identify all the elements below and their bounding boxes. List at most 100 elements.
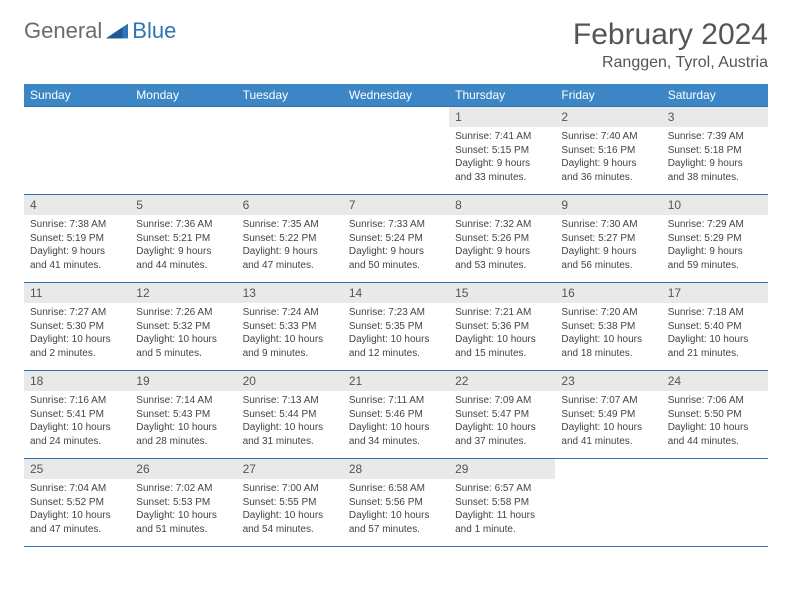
day-details: Sunrise: 7:38 AMSunset: 5:19 PMDaylight:… <box>24 215 130 275</box>
day-details: Sunrise: 7:29 AMSunset: 5:29 PMDaylight:… <box>662 215 768 275</box>
day-cell: 13Sunrise: 7:24 AMSunset: 5:33 PMDayligh… <box>237 283 343 371</box>
day-details: Sunrise: 7:36 AMSunset: 5:21 PMDaylight:… <box>130 215 236 275</box>
day-number: 18 <box>24 371 130 391</box>
day-number: 17 <box>662 283 768 303</box>
day-cell <box>237 107 343 195</box>
day-number: 27 <box>237 459 343 479</box>
day-details: Sunrise: 7:07 AMSunset: 5:49 PMDaylight:… <box>555 391 661 451</box>
day-details: Sunrise: 7:35 AMSunset: 5:22 PMDaylight:… <box>237 215 343 275</box>
day-number: 20 <box>237 371 343 391</box>
day-details: Sunrise: 7:32 AMSunset: 5:26 PMDaylight:… <box>449 215 555 275</box>
week-row: 18Sunrise: 7:16 AMSunset: 5:41 PMDayligh… <box>24 371 768 459</box>
day-details: Sunrise: 7:16 AMSunset: 5:41 PMDaylight:… <box>24 391 130 451</box>
day-cell <box>130 107 236 195</box>
day-number: 25 <box>24 459 130 479</box>
day-details: Sunrise: 7:40 AMSunset: 5:16 PMDaylight:… <box>555 127 661 187</box>
day-details: Sunrise: 7:06 AMSunset: 5:50 PMDaylight:… <box>662 391 768 451</box>
day-number: 29 <box>449 459 555 479</box>
day-cell: 14Sunrise: 7:23 AMSunset: 5:35 PMDayligh… <box>343 283 449 371</box>
week-row: 4Sunrise: 7:38 AMSunset: 5:19 PMDaylight… <box>24 195 768 283</box>
day-cell <box>555 459 661 547</box>
day-header-thursday: Thursday <box>449 84 555 107</box>
day-number: 26 <box>130 459 236 479</box>
day-number: 23 <box>555 371 661 391</box>
day-details: Sunrise: 7:26 AMSunset: 5:32 PMDaylight:… <box>130 303 236 363</box>
day-cell: 24Sunrise: 7:06 AMSunset: 5:50 PMDayligh… <box>662 371 768 459</box>
day-number: 22 <box>449 371 555 391</box>
day-number: 21 <box>343 371 449 391</box>
day-number: 15 <box>449 283 555 303</box>
location: Ranggen, Tyrol, Austria <box>573 54 768 72</box>
day-number: 24 <box>662 371 768 391</box>
week-row: 11Sunrise: 7:27 AMSunset: 5:30 PMDayligh… <box>24 283 768 371</box>
day-cell: 17Sunrise: 7:18 AMSunset: 5:40 PMDayligh… <box>662 283 768 371</box>
day-number: 3 <box>662 107 768 127</box>
day-details: Sunrise: 6:57 AMSunset: 5:58 PMDaylight:… <box>449 479 555 539</box>
day-number: 16 <box>555 283 661 303</box>
day-header-saturday: Saturday <box>662 84 768 107</box>
day-details: Sunrise: 7:09 AMSunset: 5:47 PMDaylight:… <box>449 391 555 451</box>
day-details: Sunrise: 7:14 AMSunset: 5:43 PMDaylight:… <box>130 391 236 451</box>
day-number: 1 <box>449 107 555 127</box>
day-number: 11 <box>24 283 130 303</box>
month-title: February 2024 <box>573 18 768 52</box>
day-cell: 16Sunrise: 7:20 AMSunset: 5:38 PMDayligh… <box>555 283 661 371</box>
day-details: Sunrise: 7:30 AMSunset: 5:27 PMDaylight:… <box>555 215 661 275</box>
day-number: 2 <box>555 107 661 127</box>
day-cell: 5Sunrise: 7:36 AMSunset: 5:21 PMDaylight… <box>130 195 236 283</box>
day-details: Sunrise: 7:13 AMSunset: 5:44 PMDaylight:… <box>237 391 343 451</box>
day-cell <box>24 107 130 195</box>
day-cell <box>662 459 768 547</box>
day-number: 7 <box>343 195 449 215</box>
day-details: Sunrise: 7:18 AMSunset: 5:40 PMDaylight:… <box>662 303 768 363</box>
logo-text-general: General <box>24 18 102 44</box>
day-cell: 11Sunrise: 7:27 AMSunset: 5:30 PMDayligh… <box>24 283 130 371</box>
day-cell: 8Sunrise: 7:32 AMSunset: 5:26 PMDaylight… <box>449 195 555 283</box>
day-number: 12 <box>130 283 236 303</box>
day-header-wednesday: Wednesday <box>343 84 449 107</box>
day-cell: 1Sunrise: 7:41 AMSunset: 5:15 PMDaylight… <box>449 107 555 195</box>
day-cell: 15Sunrise: 7:21 AMSunset: 5:36 PMDayligh… <box>449 283 555 371</box>
day-cell: 28Sunrise: 6:58 AMSunset: 5:56 PMDayligh… <box>343 459 449 547</box>
logo-text-blue: Blue <box>132 18 176 44</box>
day-number: 9 <box>555 195 661 215</box>
day-number: 6 <box>237 195 343 215</box>
day-number: 19 <box>130 371 236 391</box>
day-number: 28 <box>343 459 449 479</box>
day-cell: 22Sunrise: 7:09 AMSunset: 5:47 PMDayligh… <box>449 371 555 459</box>
day-cell: 29Sunrise: 6:57 AMSunset: 5:58 PMDayligh… <box>449 459 555 547</box>
day-header-row: SundayMondayTuesdayWednesdayThursdayFrid… <box>24 84 768 107</box>
day-cell: 3Sunrise: 7:39 AMSunset: 5:18 PMDaylight… <box>662 107 768 195</box>
logo: General Blue <box>24 18 176 44</box>
day-number: 13 <box>237 283 343 303</box>
day-cell: 19Sunrise: 7:14 AMSunset: 5:43 PMDayligh… <box>130 371 236 459</box>
day-details: Sunrise: 7:23 AMSunset: 5:35 PMDaylight:… <box>343 303 449 363</box>
day-number: 14 <box>343 283 449 303</box>
day-details: Sunrise: 7:02 AMSunset: 5:53 PMDaylight:… <box>130 479 236 539</box>
day-cell: 6Sunrise: 7:35 AMSunset: 5:22 PMDaylight… <box>237 195 343 283</box>
week-row: 25Sunrise: 7:04 AMSunset: 5:52 PMDayligh… <box>24 459 768 547</box>
logo-triangle-icon <box>106 23 128 39</box>
day-cell <box>343 107 449 195</box>
day-cell: 18Sunrise: 7:16 AMSunset: 5:41 PMDayligh… <box>24 371 130 459</box>
header: General Blue February 2024 Ranggen, Tyro… <box>24 18 768 72</box>
title-block: February 2024 Ranggen, Tyrol, Austria <box>573 18 768 72</box>
day-cell: 20Sunrise: 7:13 AMSunset: 5:44 PMDayligh… <box>237 371 343 459</box>
day-cell: 2Sunrise: 7:40 AMSunset: 5:16 PMDaylight… <box>555 107 661 195</box>
day-number: 10 <box>662 195 768 215</box>
day-details: Sunrise: 6:58 AMSunset: 5:56 PMDaylight:… <box>343 479 449 539</box>
day-details: Sunrise: 7:33 AMSunset: 5:24 PMDaylight:… <box>343 215 449 275</box>
day-cell: 12Sunrise: 7:26 AMSunset: 5:32 PMDayligh… <box>130 283 236 371</box>
day-details: Sunrise: 7:41 AMSunset: 5:15 PMDaylight:… <box>449 127 555 187</box>
day-cell: 9Sunrise: 7:30 AMSunset: 5:27 PMDaylight… <box>555 195 661 283</box>
day-number: 5 <box>130 195 236 215</box>
day-header-sunday: Sunday <box>24 84 130 107</box>
day-details: Sunrise: 7:24 AMSunset: 5:33 PMDaylight:… <box>237 303 343 363</box>
day-details: Sunrise: 7:20 AMSunset: 5:38 PMDaylight:… <box>555 303 661 363</box>
day-cell: 27Sunrise: 7:00 AMSunset: 5:55 PMDayligh… <box>237 459 343 547</box>
day-details: Sunrise: 7:39 AMSunset: 5:18 PMDaylight:… <box>662 127 768 187</box>
day-cell: 10Sunrise: 7:29 AMSunset: 5:29 PMDayligh… <box>662 195 768 283</box>
day-details: Sunrise: 7:11 AMSunset: 5:46 PMDaylight:… <box>343 391 449 451</box>
day-cell: 4Sunrise: 7:38 AMSunset: 5:19 PMDaylight… <box>24 195 130 283</box>
day-details: Sunrise: 7:00 AMSunset: 5:55 PMDaylight:… <box>237 479 343 539</box>
